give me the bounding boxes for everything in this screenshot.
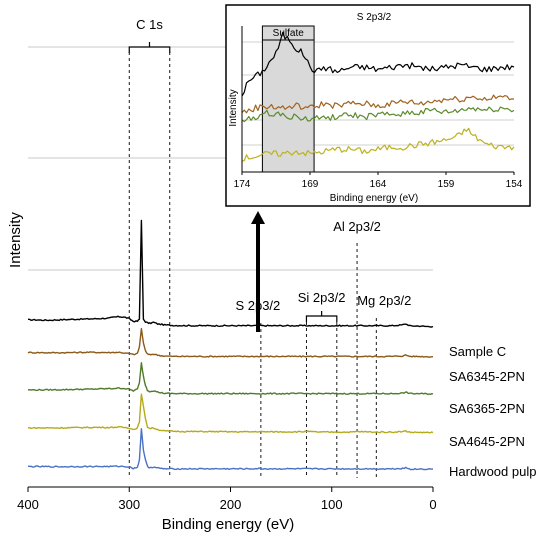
inset-x-tick-label: 164 [370, 179, 387, 190]
si2p-bracket [305, 311, 338, 322]
inset-y-axis-title: Intensity [228, 89, 239, 126]
inset-series-line-sa6365-2pn [241, 106, 515, 123]
x-tick-label: 300 [118, 497, 140, 512]
inset-title: S 2p3/2 [357, 12, 392, 23]
inset-series-line-sample-c [241, 31, 515, 97]
series-line-sa6365-2pn [27, 362, 434, 396]
inset-x-axis-title: Binding energy (eV) [330, 193, 418, 204]
mg2p-label: Mg 2p3/2 [357, 293, 411, 308]
inset-x-tick-label: 154 [506, 179, 523, 190]
x-tick-label: 400 [17, 497, 39, 512]
series-labels: Sample C SA6345-2PN SA6365-2PN SA4645-2PN Ha… [449, 344, 536, 479]
series-label-sample-c: Sample C [449, 344, 506, 359]
inset-x-tick-label: 159 [438, 179, 455, 190]
y-axis-title: Intensity [7, 212, 24, 268]
series-line-hardwood-pulp [27, 428, 433, 471]
series-label-sa6345-2pn: SA6345-2PN [449, 369, 525, 384]
main-axes: 400 300 200 100 0 [17, 486, 437, 512]
sulfate-label: Sulfate [273, 28, 305, 39]
sulfate-region [261, 25, 315, 173]
series-label-hardwood-pulp: Hardwood pulp [449, 464, 536, 479]
inset-x-tick-label: 169 [302, 179, 319, 190]
inset-pointer-arrow [251, 211, 265, 332]
si2p-label: Si 2p3/2 [298, 290, 346, 305]
x-axis-title: Binding energy (eV) [162, 516, 295, 533]
al2p-label: Al 2p3/2 [333, 219, 381, 234]
inset-series-line-sa6345-2pn [241, 94, 515, 114]
series-line-sample-c [28, 219, 434, 328]
main-series [27, 219, 434, 471]
main-chart: 400 300 200 100 0 Binding energy (eV) Intens… [7, 17, 536, 533]
inset-axes: 174 169 164 159 154 [234, 26, 523, 190]
series-label-sa6365-2pn: SA6365-2PN [449, 401, 525, 416]
inset-x-tick-label: 174 [234, 179, 251, 190]
c1s-label: C 1s [136, 17, 163, 32]
inset-series-line-sa4645-2pn [241, 127, 515, 162]
x-tick-label: 200 [220, 497, 242, 512]
series-line-sa6345-2pn [27, 327, 434, 358]
main-labels: Binding energy (eV) Intensity [7, 212, 294, 533]
inset-chart: 174 169 164 159 154 Sulfate S 2p3/2 Binding … [225, 4, 531, 207]
x-tick-label: 100 [321, 497, 343, 512]
series-line-sa4645-2pn [27, 393, 434, 434]
x-tick-label: 0 [429, 497, 436, 512]
reference-lines [128, 52, 377, 478]
inset-series [241, 31, 515, 162]
c1s-bracket [128, 42, 171, 53]
series-label-sa4645-2pn: SA4645-2PN [449, 434, 525, 449]
